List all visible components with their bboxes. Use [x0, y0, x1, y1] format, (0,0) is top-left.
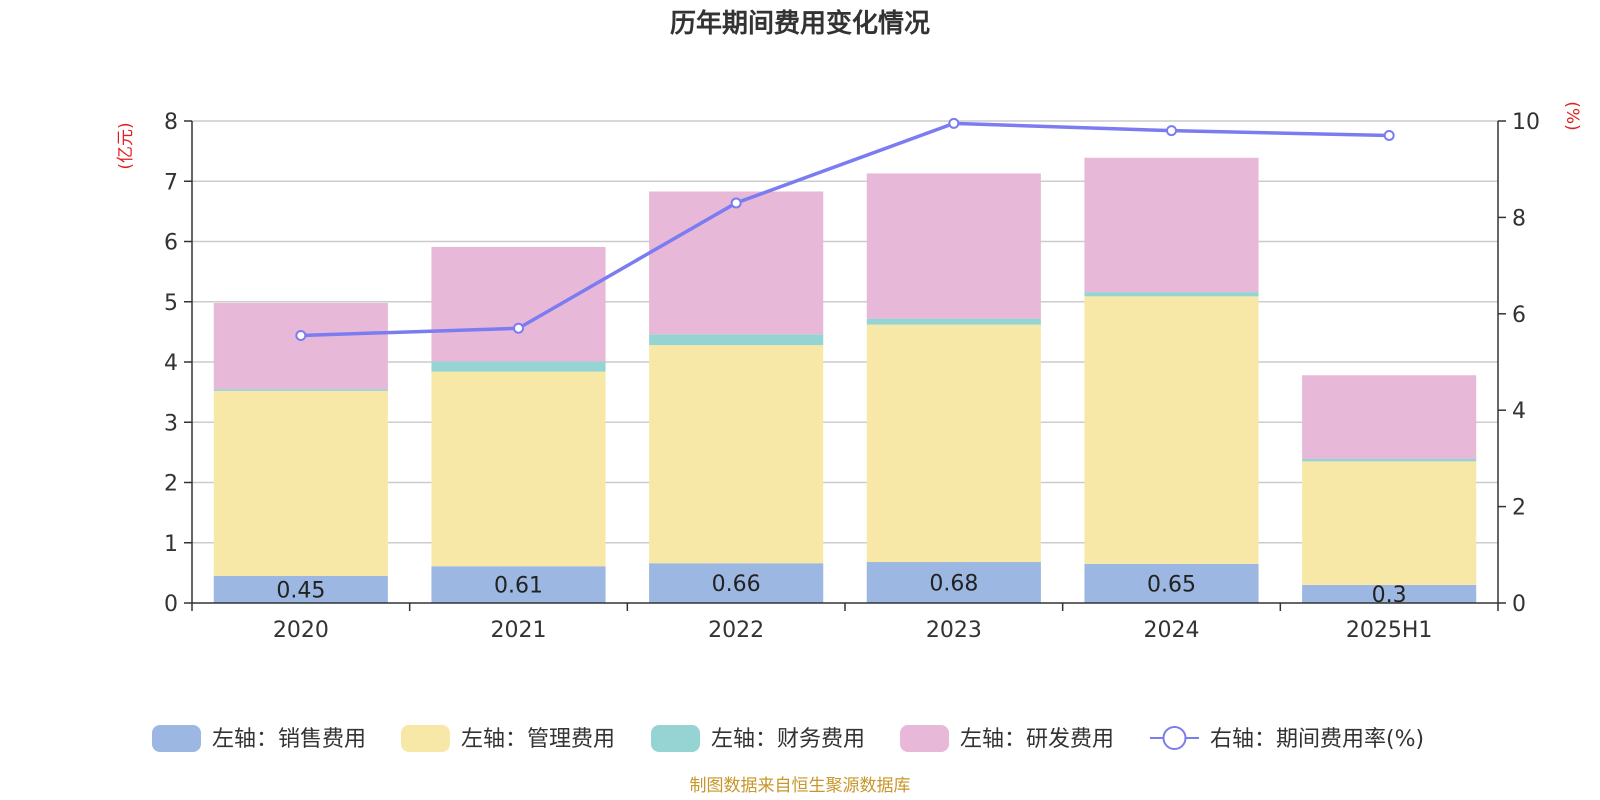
rate-line-path: [300, 121, 1390, 338]
bar-value-label: 0.3: [1372, 583, 1407, 608]
bar-segment: [649, 191, 824, 335]
legend-swatch: [401, 725, 450, 752]
right-axis-tick-label: 6: [1512, 303, 1526, 328]
bar-segment: [431, 566, 606, 603]
bar-value-label: 0.68: [929, 572, 978, 597]
chart-title: 历年期间费用变化情况: [670, 8, 930, 39]
legend-item-label: 右轴：期间费用率(%): [1210, 727, 1424, 752]
rate-line-point: [513, 322, 524, 334]
right-axis-tick-label: 4: [1512, 399, 1526, 424]
rate-line-point: [1383, 129, 1395, 141]
bar-value-label: 0.66: [712, 572, 761, 597]
bar-segment: [431, 361, 606, 372]
gridlines: [192, 120, 1498, 544]
x-axis-tick-label: 2024: [1144, 618, 1200, 643]
left-axis-tick-label: 5: [164, 291, 178, 316]
rate-line-point: [948, 117, 960, 129]
right-axis-unit-label: (%): [1562, 101, 1582, 130]
bar-segment: [213, 575, 388, 603]
bar-segment: [213, 389, 388, 391]
bar-segment: [866, 318, 1041, 325]
left-axis-tick-label: 1: [164, 532, 178, 557]
left-axis-tick-label: 8: [164, 110, 178, 135]
right-axis-tick-label: 10: [1512, 110, 1540, 135]
stacked-bars: [213, 157, 1477, 603]
left-axis-tick-label: 3: [164, 411, 178, 436]
legend-item-label: 左轴：销售费用: [212, 727, 366, 752]
legend-item-label: 左轴：研发费用: [960, 727, 1114, 752]
rate-line-point: [1166, 125, 1177, 137]
bar-value-label: 0.61: [494, 574, 543, 599]
x-axis-tick-label: 2020: [273, 618, 329, 643]
bar-segment: [649, 345, 824, 564]
bar-segment: [649, 334, 824, 346]
bar-segment: [1302, 459, 1477, 462]
legend-item-label: 左轴：财务费用: [711, 727, 865, 752]
rate-line-point: [295, 329, 307, 341]
legend-item-label: 左轴：管理费用: [461, 727, 615, 752]
bar-segment: [866, 173, 1041, 319]
x-axis-tick-label: 2025H1: [1346, 618, 1433, 643]
legend-swatch: [152, 725, 201, 752]
left-axis-tick-label: 6: [164, 231, 178, 256]
bar-value-labels: 0.45 0.61 0.66 0.68 0.65 0.3: [276, 572, 1406, 608]
x-axis-tick-label: 2023: [926, 618, 982, 643]
expense-rate-line: [295, 117, 1395, 341]
left-axis-unit-label: (亿元): [116, 122, 136, 169]
bar-value-label: 0.65: [1147, 572, 1196, 597]
legend-line-marker: [1162, 726, 1187, 750]
bar-segment: [866, 324, 1041, 563]
bar-segment: [1084, 292, 1259, 297]
data-source-note: 制图数据来自恒生聚源数据库: [690, 776, 911, 796]
bar-segment: [1084, 157, 1259, 293]
bar-segment: [1084, 296, 1259, 564]
rate-line-point: [730, 197, 742, 209]
bar-segment: [866, 562, 1041, 603]
left-axis-tick-label: 7: [164, 170, 178, 195]
legend-swatch: [900, 725, 949, 752]
bar-segment: [1302, 375, 1477, 460]
bar-segment: [1302, 461, 1477, 585]
legend: 左轴：销售费用 左轴：管理费用 左轴：财务费用 左轴：研发费用 右轴：期间费用率(%): [152, 725, 1424, 752]
bar-value-label: 0.45: [276, 578, 325, 603]
left-axis-tick-label: 4: [164, 351, 178, 376]
right-axis-tick-label: 8: [1512, 206, 1526, 231]
bar-segment: [431, 246, 606, 362]
bar-segment: [649, 563, 824, 603]
bar-segment: [431, 371, 606, 567]
x-axis-tick-label: 2022: [708, 618, 764, 643]
bar-segment: [213, 390, 388, 576]
bar-segment: [1084, 563, 1259, 603]
axes: 0 1 2 3 4 5 6 7 8 0 2 4 6 8 10 2020 2021 2022 2023 2024 2025…: [164, 110, 1540, 643]
left-axis-tick-label: 2: [164, 472, 178, 497]
bar-segment: [213, 302, 388, 390]
x-axis-tick-label: 2021: [491, 618, 547, 643]
right-axis-tick-label: 2: [1512, 496, 1526, 521]
legend-swatch: [651, 725, 700, 752]
right-axis-tick-label: 0: [1512, 592, 1526, 617]
left-axis-tick-label: 0: [164, 592, 178, 617]
bar-segment: [1302, 584, 1477, 603]
